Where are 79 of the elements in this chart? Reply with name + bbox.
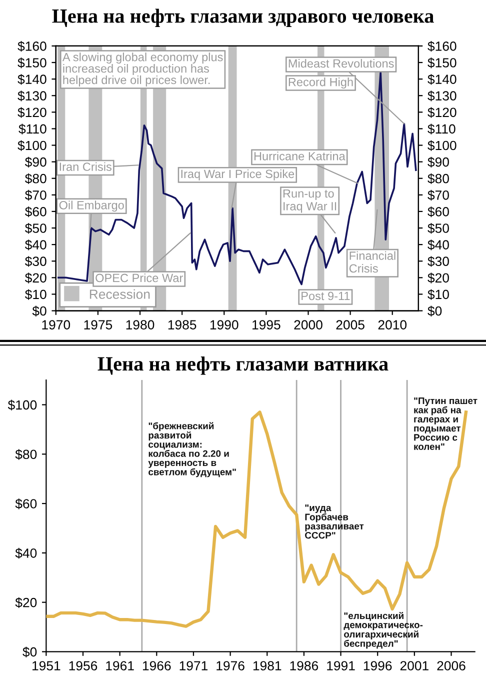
x-tick-label: 2010 <box>378 320 407 330</box>
chart-title: Цена на нефть глазами ватника <box>98 356 388 375</box>
annotation: "ельцинский демократическо- олигархический беспредел" <box>344 612 423 649</box>
y2-tick-label: $80 <box>428 173 449 184</box>
annotation: Post 9-11 <box>302 292 350 300</box>
y-tick-label: $20 <box>24 272 46 284</box>
annotation: Hurricane Katrina <box>254 152 346 160</box>
y-tick-label: $90 <box>24 156 46 168</box>
x-tick-label: 1961 <box>106 661 134 670</box>
x-tick-label: 1970 <box>42 320 70 330</box>
x-tick-label: 1966 <box>142 661 171 670</box>
annotation: "иуда Горбачев разваливает СССР" <box>305 504 364 539</box>
x-tick-label: 1980 <box>126 320 154 330</box>
annotation: Record High <box>288 78 353 89</box>
y-tick-label: $0 <box>22 646 37 658</box>
y-tick-label: $110 <box>18 124 46 134</box>
x-tick-label: 1981 <box>253 661 282 670</box>
y2-tick-label: $40 <box>428 240 449 250</box>
y-tick-label: $140 <box>18 74 46 85</box>
y2-tick-label: $50 <box>428 223 449 234</box>
y-tick-label: $130 <box>18 90 46 102</box>
x-tick-label: 2001 <box>400 661 428 670</box>
y2-tick-label: $30 <box>428 256 449 267</box>
x-tick-label: 1976 <box>216 661 244 670</box>
y-tick-label: $30 <box>24 256 46 267</box>
y2-tick-label: $140 <box>428 74 456 85</box>
x-tick-label: 1975 <box>84 320 112 330</box>
x-tick-label: 1951 <box>32 661 60 670</box>
annotation: "брежневский развитой социализм: колбаса по 2.20 и уверенность в светлом будущем" <box>148 422 236 478</box>
chart-title: Цена на нефть глазами здравого человека <box>52 8 434 27</box>
x-tick-label: 1995 <box>252 320 280 330</box>
y2-tick-label: $120 <box>428 107 456 118</box>
y-tick-label: $100 <box>8 400 37 410</box>
y-tick-label: $40 <box>24 240 46 250</box>
y-tick-label: $40 <box>15 548 37 559</box>
y2-tick-label: $100 <box>428 140 456 151</box>
x-tick-label: 1956 <box>69 661 98 670</box>
x-tick-label: 1990 <box>210 320 238 330</box>
annotation: Iraq War I Price Spike <box>181 169 294 180</box>
y2-tick-label: $130 <box>428 90 456 102</box>
y-tick-label: $0 <box>32 306 46 316</box>
y2-tick-label: $90 <box>428 156 449 168</box>
x-tick-label: 1996 <box>364 661 392 670</box>
annotation: Run-up to Iraq War II <box>283 189 336 213</box>
annotation: "Путин пашет как раб на галерах и подымает Россию с колен" <box>414 398 478 450</box>
y-tick-label: $160 <box>18 40 46 52</box>
x-tick-label: 2005 <box>336 320 364 330</box>
y2-tick-label: $70 <box>428 190 449 201</box>
y-tick-label: $100 <box>18 140 46 151</box>
band-label: Recession <box>90 289 150 299</box>
x-tick-label: 1971 <box>180 661 208 670</box>
y2-tick-label: $60 <box>428 206 449 218</box>
y2-tick-label: $20 <box>428 272 449 284</box>
x-tick-label: 2000 <box>294 320 322 330</box>
annotation: Oil Embargo <box>59 200 124 212</box>
y-tick-label: $60 <box>24 206 46 218</box>
y2-tick-label: $150 <box>428 58 456 68</box>
x-tick-label: 1986 <box>290 661 318 670</box>
x-tick-label: 1991 <box>327 661 355 670</box>
x-tick-label: 2006 <box>437 661 466 670</box>
y-tick-label: $10 <box>24 289 46 300</box>
y-tick-label: $60 <box>15 498 37 510</box>
annotation: OPEC Price War <box>96 273 183 282</box>
y-tick-label: $70 <box>24 190 46 201</box>
y-tick-label: $80 <box>15 449 37 460</box>
y2-tick-label: $0 <box>428 306 442 316</box>
y-tick-label: $80 <box>24 173 46 184</box>
y-tick-label: $50 <box>24 223 46 234</box>
y2-tick-label: $160 <box>428 40 456 52</box>
annotation: A slowing global economy plus increased oil production has helped drive oil prices lower. <box>62 52 223 86</box>
annotation: Financial Crisis <box>349 251 396 273</box>
x-tick-label: 1985 <box>168 320 196 330</box>
y-tick-label: $20 <box>15 597 37 608</box>
y2-tick-label: $10 <box>428 289 449 300</box>
annotation: Mideast Revolutions <box>288 58 394 68</box>
y-tick-label: $120 <box>18 107 46 118</box>
y-tick-label: $150 <box>18 58 46 68</box>
y2-tick-label: $110 <box>428 124 456 134</box>
annotation: Iran Crisis <box>60 162 112 171</box>
